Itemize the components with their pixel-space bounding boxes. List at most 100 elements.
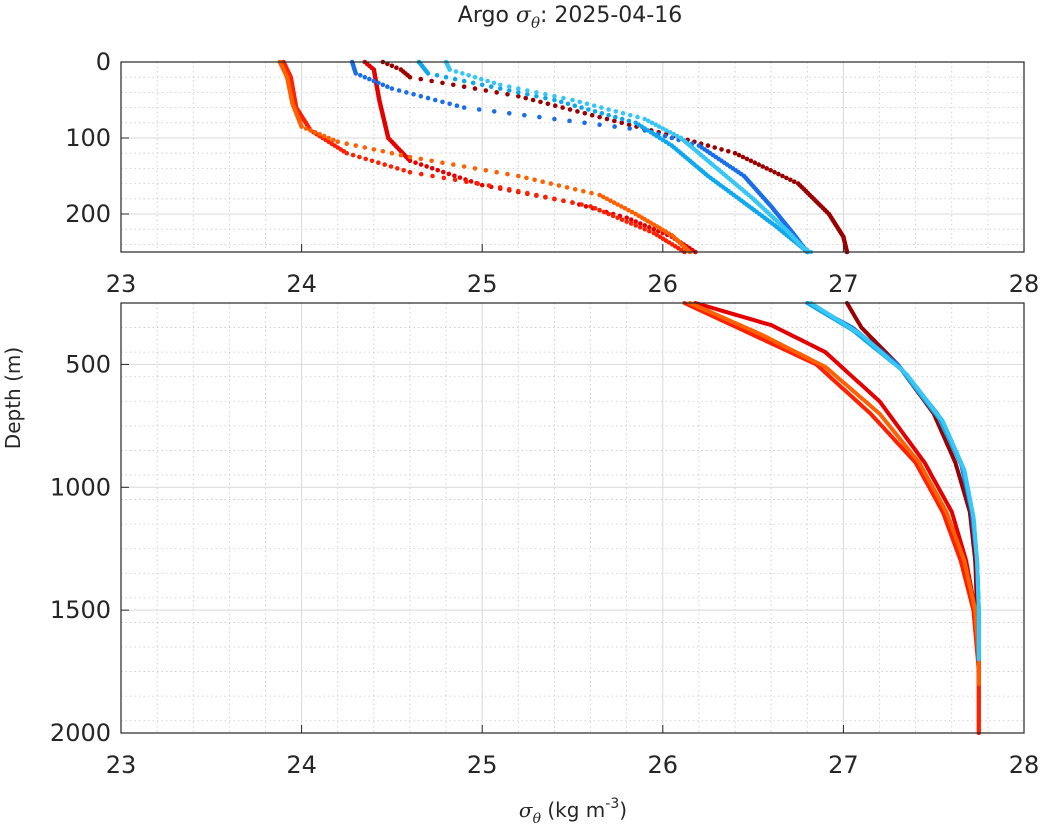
profile-sky-blue-point — [485, 78, 490, 84]
bottom-x-tick-label: 25 — [467, 751, 498, 779]
profile-orange-point — [380, 149, 386, 154]
top-ticks: 23 24 25 26 27 28 0 100 200 — [65, 48, 1039, 298]
profile-orange-point — [362, 145, 368, 150]
profile-dark-red-point — [788, 177, 793, 183]
profile-orange-point — [494, 169, 499, 175]
profile-orange-point — [472, 166, 478, 171]
profile-dark-red-point — [752, 160, 758, 165]
profile-sky-blue-point — [664, 128, 669, 133]
profile-orange-point — [440, 160, 445, 165]
bottom-x-tick-label: 24 — [286, 751, 317, 779]
profile-dark-red-point — [791, 179, 797, 184]
profile-orange-point — [330, 137, 336, 143]
profile-orange-point — [451, 162, 456, 167]
profile-orange-point — [516, 173, 521, 179]
profile-light-blue-point — [552, 97, 557, 103]
profile-dark-red-point — [756, 162, 762, 167]
profile-orange-point — [461, 164, 467, 169]
profile-orange-point — [581, 188, 586, 194]
profile-dark-red-point — [772, 169, 777, 175]
profile-blue-point — [367, 76, 372, 82]
profile-dark-red-point — [461, 84, 467, 89]
profile-light-blue-point — [470, 80, 476, 86]
bottom-x-tick-label: 23 — [106, 751, 137, 779]
profile-blue-point — [582, 120, 587, 126]
profile-dark-red-point — [712, 145, 718, 150]
profile-light-blue-point — [425, 71, 431, 76]
profile-blue-point — [362, 74, 368, 80]
profile-orange-point — [317, 131, 322, 137]
profile-light-blue-point — [592, 109, 598, 114]
profile-orange-red-point — [619, 217, 625, 222]
profile-blue-point — [371, 78, 377, 84]
bottom-y-tick-label: 1000 — [50, 473, 111, 501]
profile-red-point — [424, 164, 429, 169]
profile-sky-blue-point — [671, 131, 676, 137]
profile-orange-red-point — [597, 207, 602, 213]
profile-dark-red-point — [567, 107, 573, 112]
profile-dark-red-point — [612, 118, 617, 124]
profile-orange-point — [398, 152, 404, 158]
bottom-x-tick-label: 28 — [1009, 751, 1040, 779]
profile-orange-red-point — [441, 175, 447, 181]
profile-dark-red-point — [440, 80, 445, 86]
profile-dark-red-point — [545, 101, 551, 107]
profile-dark-red-point — [626, 122, 632, 127]
profile-orange-point — [622, 206, 628, 211]
profile-blue-point — [432, 97, 438, 103]
profile-light-blue-point — [534, 93, 539, 99]
profile-orange-point — [532, 177, 537, 183]
profile-orange-point — [299, 124, 304, 129]
profile-blue-point — [385, 84, 390, 89]
profile-orange-red-point — [592, 206, 598, 211]
profile-orange-point — [335, 139, 341, 145]
profile-orange-red-point — [646, 228, 652, 234]
bottom-ticks: 23 24 25 26 27 28 500 1000 1500 2000 — [50, 350, 1039, 779]
profile-blue-point — [389, 86, 395, 91]
profile-sky-blue-point — [543, 92, 548, 97]
profile-light-blue-point — [579, 105, 584, 110]
profile-orange-red-point — [579, 202, 584, 207]
profile-orange-red-point — [382, 162, 387, 167]
top-y-tick-label: 0 — [96, 48, 111, 76]
top-x-tick-label: 27 — [828, 270, 859, 298]
profile-blue-point — [353, 71, 359, 76]
profile-blue-point — [491, 109, 497, 114]
profile-sky-blue-point — [613, 109, 619, 114]
top-axes-box — [120, 61, 1025, 253]
profile-orange-point — [615, 202, 620, 207]
profile-dark-red-point — [764, 166, 769, 171]
profile-dark-red-point — [560, 105, 565, 110]
profile-dark-red-point — [575, 109, 580, 114]
profile-light-blue-point — [606, 112, 611, 118]
profile-light-blue-point — [613, 114, 618, 120]
profile-dark-red-point — [597, 114, 602, 120]
profile-sky-blue-point — [561, 95, 566, 101]
profile-orange-point — [600, 194, 606, 200]
profile-orange-point — [611, 200, 617, 205]
profile-orange-point — [604, 196, 610, 202]
profile-light-blue-point — [525, 92, 530, 97]
profile-sky-blue-point — [478, 76, 484, 82]
profile-orange-red-point — [497, 185, 503, 190]
profile-red-point — [651, 226, 657, 232]
profile-blue-point — [440, 99, 445, 105]
profile-dark-red-point — [552, 103, 558, 108]
profile-sky-blue-point — [674, 133, 680, 139]
profile-blue-point — [476, 107, 482, 112]
profile-sky-blue-point — [577, 99, 583, 105]
profile-orange-red-point — [525, 190, 530, 196]
profile-orange-point — [564, 185, 570, 190]
profile-red-point — [446, 171, 452, 177]
profile-blue-point — [380, 82, 386, 88]
profile-orange-red-point — [376, 160, 381, 165]
profile-blue-point — [454, 103, 460, 108]
profile-dark-red-point — [744, 156, 750, 162]
profile-orange-point — [344, 141, 350, 146]
profile-orange-red-point — [357, 154, 362, 160]
profile-orange-red-point — [452, 177, 458, 183]
profile-dark-red-point — [429, 78, 434, 84]
profile-light-blue-point — [488, 84, 494, 89]
profile-orange-point — [321, 133, 327, 139]
